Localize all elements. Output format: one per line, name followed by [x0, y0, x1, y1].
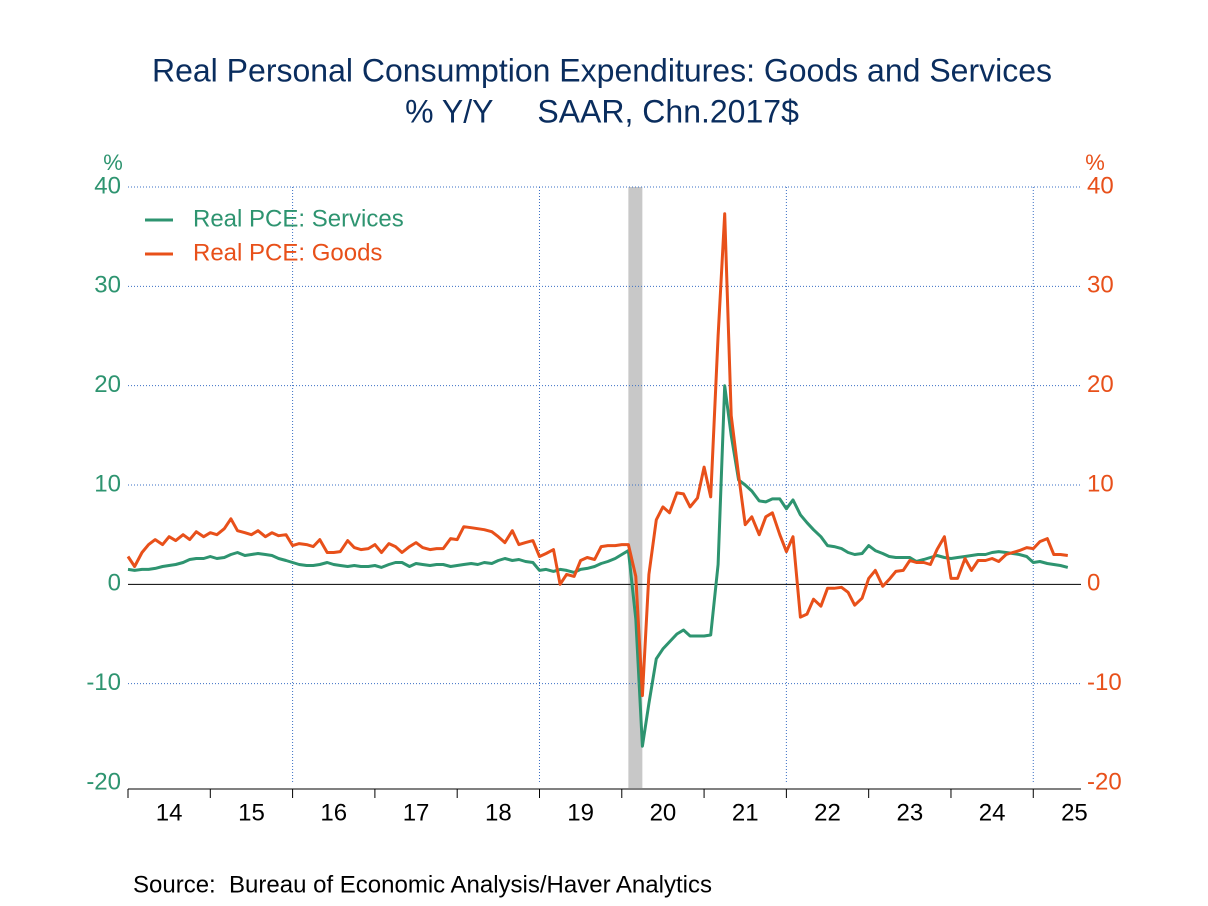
y2-tick-label: 10: [1087, 470, 1114, 497]
chart-subtitle: % Y/Y SAAR, Chn.2017$: [405, 93, 799, 129]
x-tick-label: 15: [238, 799, 265, 826]
x-tick-label: 21: [732, 799, 759, 826]
x-tick-label: 14: [156, 799, 183, 826]
x-tick-label: 18: [485, 799, 512, 826]
y-tick-label: 30: [94, 272, 121, 299]
y-tick-label: 10: [94, 470, 121, 497]
source-note: Source: Bureau of Economic Analysis/Have…: [133, 871, 712, 898]
y-axis-label: %: [103, 150, 123, 175]
y2-axis-label: %: [1085, 150, 1105, 175]
y-tick-label: 0: [108, 570, 121, 597]
x-tick-label: 25: [1061, 799, 1088, 826]
x-tick-label: 20: [650, 799, 677, 826]
y-tick-label: 40: [94, 172, 121, 199]
x-tick-label: 16: [320, 799, 347, 826]
legend-label: Real PCE: Services: [193, 205, 404, 232]
y-tick-label: 20: [94, 371, 121, 398]
y2-tick-label: -20: [1087, 768, 1122, 795]
y-tick-label: -10: [86, 669, 121, 696]
legend-label: Real PCE: Goods: [193, 239, 382, 266]
x-tick-label: 24: [979, 799, 1006, 826]
x-tick-label: 17: [403, 799, 430, 826]
x-tick-label: 22: [814, 799, 841, 826]
y2-tick-label: 20: [1087, 371, 1114, 398]
x-tick-label: 19: [567, 799, 594, 826]
y-tick-label: -20: [86, 768, 121, 795]
x-tick-label: 23: [896, 799, 923, 826]
series-line: [127, 384, 1069, 748]
y2-tick-label: 30: [1087, 272, 1114, 299]
y2-tick-label: 40: [1087, 172, 1114, 199]
y2-tick-label: -10: [1087, 669, 1122, 696]
series-line: [126, 212, 1069, 698]
y2-tick-label: 0: [1087, 570, 1100, 597]
chart-title: Real Personal Consumption Expenditures: …: [152, 52, 1052, 88]
